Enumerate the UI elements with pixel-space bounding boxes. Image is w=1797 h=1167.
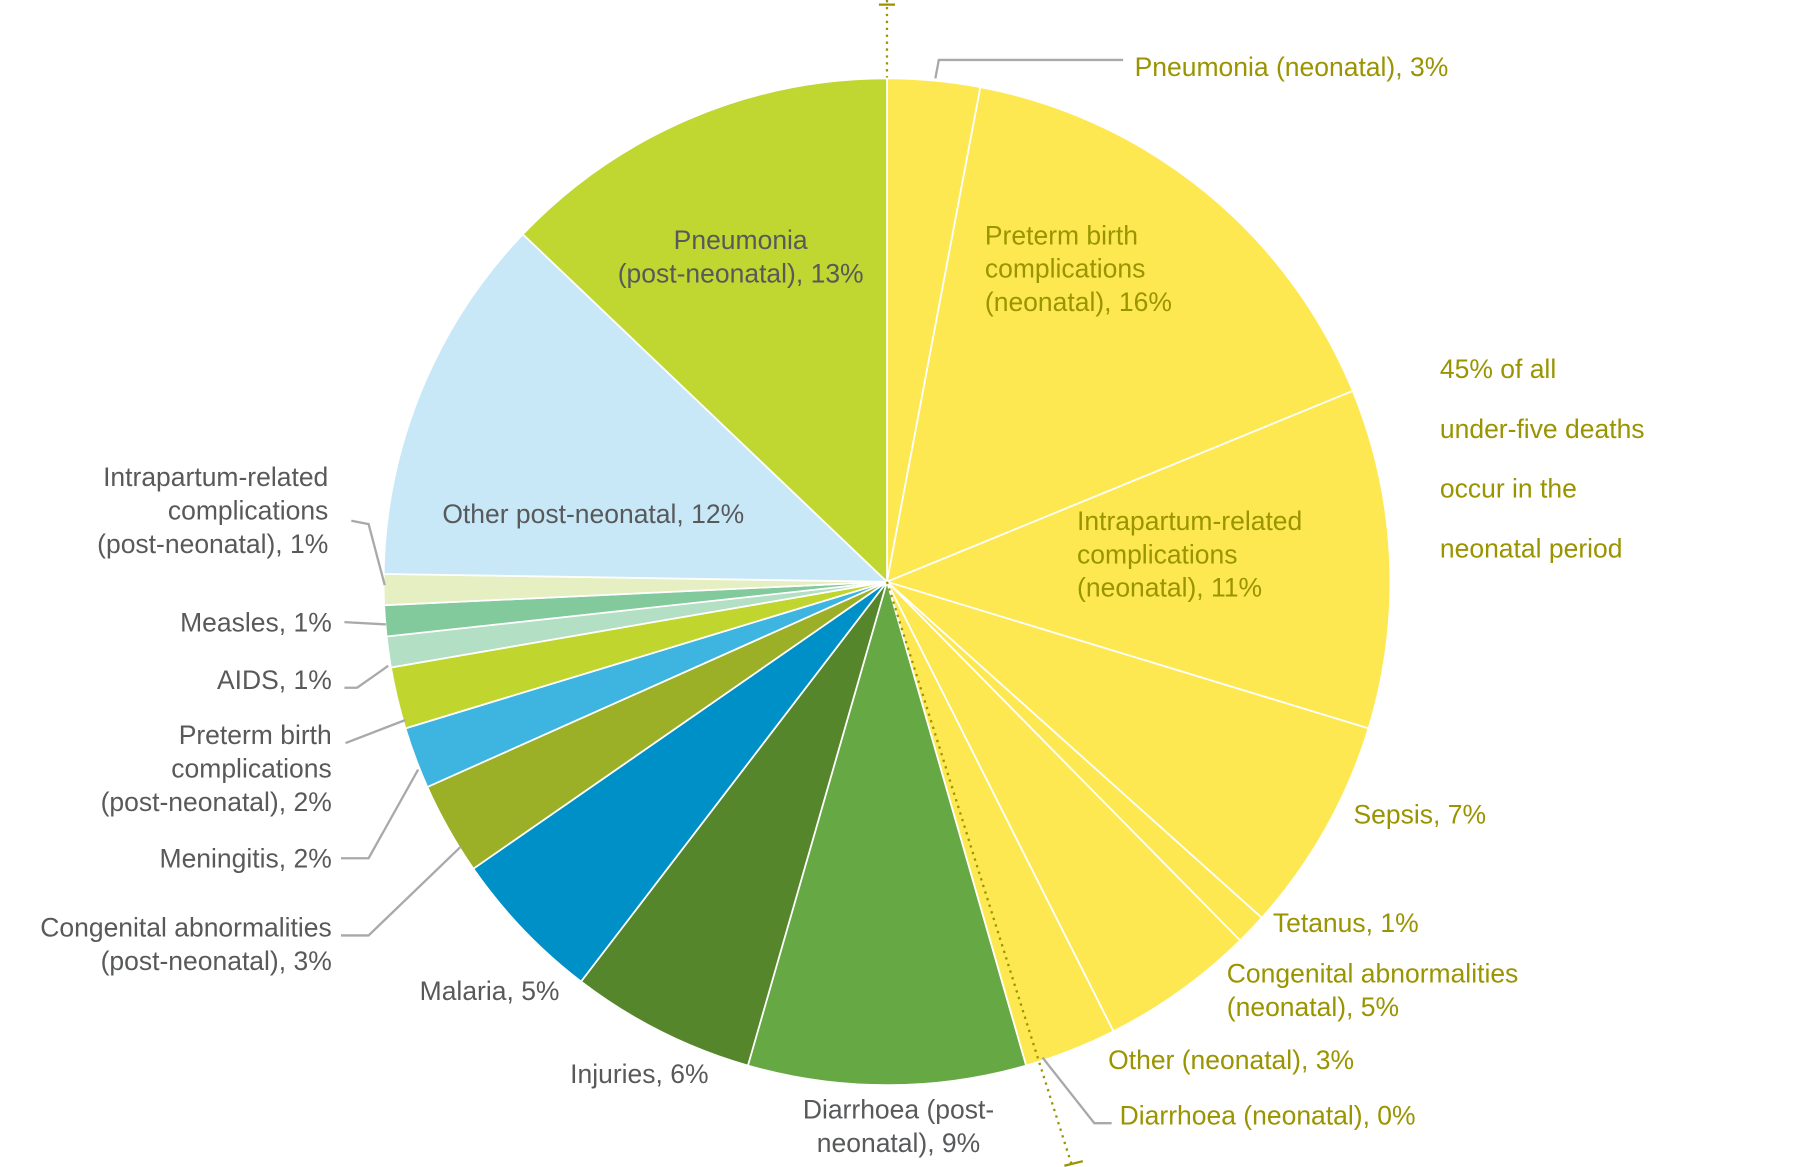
slice-label: Injuries, 6%	[570, 1059, 708, 1089]
text-line: Congenital abnormalities	[1227, 959, 1518, 989]
leader-line	[344, 664, 389, 689]
text-line: Congenital abnormalities	[40, 913, 332, 943]
pie-slice	[885, 86, 1354, 584]
divider-cap	[1064, 1160, 1084, 1167]
leader-line	[344, 620, 386, 626]
annotation: 45% of all under-five deaths occur in the n…	[1440, 354, 1645, 564]
text-line: complications	[1077, 539, 1237, 569]
text-line: Injuries, 6%	[570, 1059, 708, 1089]
slice-label: Intrapartum-related complications (neonata…	[1077, 506, 1302, 603]
text-line: (neonatal), 16%	[985, 287, 1172, 317]
text-line: (post-neonatal), 1%	[97, 529, 328, 559]
slice-label: Diarrhoea (neonatal), 0%	[1120, 1100, 1416, 1130]
pie-slice	[886, 581, 1242, 1033]
slice-label: Measles, 1%	[180, 607, 332, 637]
text-line: 45% of all	[1440, 354, 1556, 384]
text-line: Meningitis, 2%	[160, 843, 332, 873]
text-line: Pneumonia	[674, 225, 808, 255]
text-line: (post-neonatal), 3%	[101, 946, 332, 976]
text-line: Preterm birth	[179, 720, 332, 750]
slice-label: Malaria, 5%	[420, 976, 560, 1006]
text-line: Tetanus, 1%	[1273, 908, 1419, 938]
slice-label: Other (neonatal), 3%	[1108, 1045, 1354, 1075]
text-line: under-five deaths	[1440, 414, 1645, 444]
leader-line	[934, 58, 1124, 79]
text-line: Measles, 1%	[180, 607, 332, 637]
text-line: Intrapartum-related	[103, 462, 328, 492]
slice-label: Pneumonia (post-neonatal), 13%	[618, 225, 864, 288]
slice-label: Other post-neonatal, 12%	[442, 499, 744, 529]
text-line: Diarrhoea (neonatal), 0%	[1120, 1100, 1416, 1130]
text-line: AIDS, 1%	[217, 665, 332, 695]
slice-label: Preterm birth complications (post-neonatal…	[101, 720, 332, 817]
text-line: Other (neonatal), 3%	[1108, 1045, 1354, 1075]
leader-line	[340, 768, 420, 860]
text-line: (neonatal), 11%	[1077, 573, 1262, 603]
text-line: neonatal period	[1440, 534, 1623, 564]
slice-label: Pneumonia (neonatal), 3%	[1135, 52, 1449, 82]
text-line: Sepsis, 7%	[1354, 800, 1487, 830]
pie-slice	[579, 581, 888, 1067]
text-line: occur in the	[1440, 474, 1577, 504]
text-line: (post-neonatal), 2%	[101, 787, 332, 817]
text-line: Diarrhoea (post-	[803, 1095, 994, 1125]
pie-slice	[884, 389, 1392, 730]
leader-line	[345, 718, 406, 745]
pie-slice	[746, 578, 1028, 1087]
text-line: complications	[168, 496, 328, 526]
slice-label: Diarrhoea (post-neonatal), 9%	[803, 1095, 994, 1158]
text-line: (post-neonatal), 13%	[618, 258, 864, 288]
pie-slice	[472, 581, 888, 983]
slice-label: Congenital abnormalities (neonatal), 5%	[1227, 959, 1518, 1022]
leader-line	[1041, 1056, 1112, 1125]
text-line: Malaria, 5%	[420, 976, 560, 1006]
text-line: Intrapartum-related	[1077, 506, 1302, 536]
text-line: Other post-neonatal, 12%	[442, 499, 744, 529]
text-line: neonatal), 9%	[817, 1128, 980, 1158]
text-line: Pneumonia (neonatal), 3%	[1135, 52, 1449, 82]
slice-label: Meningitis, 2%	[160, 843, 332, 873]
slice-label: Sepsis, 7%	[1354, 800, 1487, 830]
slices	[382, 77, 1392, 1087]
leader-line	[351, 519, 386, 586]
slice-label: Tetanus, 1%	[1273, 908, 1419, 938]
text-line: complications	[985, 254, 1145, 284]
slice-label: Intrapartum-related complications (post-ne…	[97, 462, 328, 559]
pie-slice	[521, 77, 888, 584]
slice-label: AIDS, 1%	[217, 665, 332, 695]
divider	[885, 581, 1073, 1164]
slice-label: Congenital abnormalities (post-neonatal),…	[40, 913, 332, 976]
slice-label: Preterm birth complications (neonatal), 16…	[985, 220, 1172, 317]
pie-slice	[382, 232, 890, 583]
text-line: (neonatal), 5%	[1227, 992, 1399, 1022]
text-line: complications	[171, 754, 331, 784]
pie-slice	[886, 580, 1370, 920]
text-line: Preterm birth	[985, 220, 1138, 250]
leader-line	[340, 845, 462, 937]
